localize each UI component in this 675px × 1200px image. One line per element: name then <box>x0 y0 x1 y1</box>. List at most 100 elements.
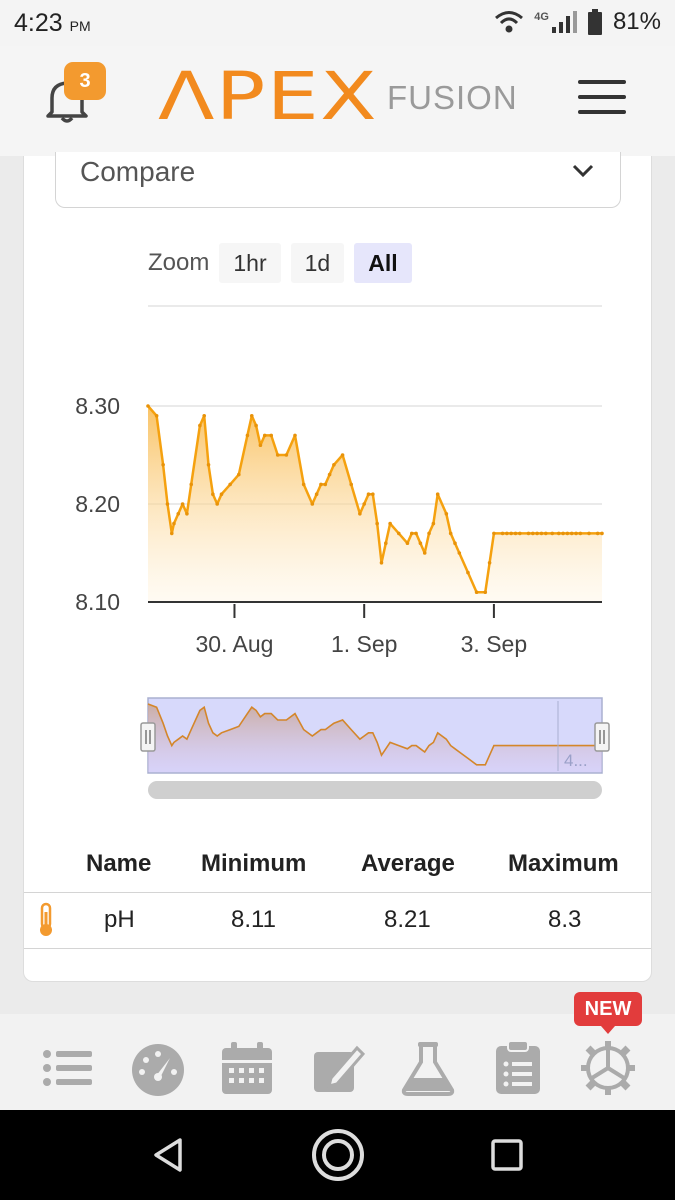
home-icon[interactable] <box>310 1127 366 1183</box>
divider <box>24 892 651 893</box>
data-point <box>509 531 513 536</box>
recents-icon[interactable] <box>489 1130 525 1180</box>
data-point <box>319 482 323 487</box>
data-point <box>161 463 165 467</box>
notification-badge[interactable]: 3 <box>64 62 106 100</box>
signal-icon <box>551 11 577 33</box>
data-point <box>384 541 388 545</box>
data-point <box>215 502 219 506</box>
back-icon[interactable] <box>150 1130 186 1180</box>
data-point <box>154 414 159 418</box>
network-type: 4G <box>534 11 549 23</box>
navigator-left-handle[interactable] <box>140 722 156 752</box>
data-point <box>431 521 436 526</box>
data-point <box>379 561 384 565</box>
data-point <box>427 531 431 536</box>
data-point <box>453 541 457 545</box>
calendar-icon[interactable] <box>219 1040 275 1096</box>
data-point <box>237 472 241 477</box>
data-point <box>169 531 174 536</box>
data-point <box>600 531 604 536</box>
header-maximum: Maximum <box>508 850 619 877</box>
data-point <box>327 472 332 477</box>
compare-dropdown[interactable]: Compare <box>55 152 621 208</box>
data-point <box>332 463 336 467</box>
data-point <box>492 531 496 536</box>
data-point <box>258 443 263 448</box>
compare-label: Compare <box>80 156 196 187</box>
data-point <box>422 551 427 555</box>
ph-area <box>148 406 602 602</box>
data-point <box>146 404 150 408</box>
battery-icon <box>587 9 602 35</box>
y-tick-label: 8.20 <box>75 491 120 517</box>
new-badge: NEW <box>574 992 642 1034</box>
data-point <box>189 482 194 487</box>
zoom-1d-button[interactable]: 1d <box>290 243 345 283</box>
x-tick-label: 1. Sep <box>331 631 398 657</box>
data-point <box>569 531 574 536</box>
data-point <box>444 512 449 516</box>
data-point <box>323 482 328 487</box>
data-point <box>314 492 319 497</box>
header-minimum: Minimum <box>201 850 307 877</box>
menu-icon[interactable] <box>578 80 626 118</box>
clipboard-icon[interactable] <box>490 1040 546 1096</box>
dashboard-gauge-icon[interactable] <box>130 1040 186 1096</box>
app-header <box>0 46 675 156</box>
navigator-scrollbar[interactable] <box>148 781 602 799</box>
data-point <box>366 492 371 497</box>
lab-flask-icon[interactable] <box>400 1040 456 1096</box>
row-minimum: 8.11 <box>231 906 276 933</box>
zoom-controls: Zoom 1hr 1d All <box>148 242 412 284</box>
data-point <box>543 531 548 536</box>
settings-gear-icon[interactable] <box>580 1040 636 1096</box>
data-point <box>362 502 366 506</box>
data-point <box>293 433 297 438</box>
data-point <box>211 492 215 497</box>
logo-main: ΛPEX <box>158 58 378 135</box>
data-point <box>165 502 170 506</box>
zoom-1hr-button[interactable]: 1hr <box>219 243 281 283</box>
battery-level: 81% <box>612 8 661 35</box>
data-point <box>172 521 176 526</box>
data-point <box>388 521 392 526</box>
ph-chart: 8.30 8.20 8.10 30. Aug 1. Sep 3. Sep 4... <box>75 305 610 799</box>
data-point <box>457 551 462 555</box>
status-bar: 4:23 PM 4G 81% <box>0 0 675 46</box>
navigator-right-handle[interactable] <box>594 722 610 752</box>
data-point <box>556 531 561 536</box>
data-point <box>396 531 401 536</box>
data-point <box>535 531 539 536</box>
graph-card: Compare Zoom 1hr 1d All 8.30 8.20 8.10 30. <box>23 152 652 982</box>
edit-note-icon[interactable] <box>311 1040 367 1096</box>
data-point <box>269 433 274 438</box>
data-point <box>405 541 410 545</box>
y-tick-label: 8.30 <box>75 393 120 419</box>
list-icon[interactable] <box>40 1040 96 1096</box>
data-point <box>574 531 578 536</box>
data-point <box>219 492 224 497</box>
data-point <box>301 482 306 487</box>
status-icons: 4G 81% <box>494 8 661 36</box>
data-point <box>531 531 535 536</box>
zoom-label: Zoom <box>148 249 210 276</box>
clock: 4:23 PM <box>14 9 91 37</box>
zoom-all-button[interactable]: All <box>354 243 412 283</box>
data-point <box>262 433 267 438</box>
data-point <box>310 502 315 506</box>
data-point <box>284 453 289 457</box>
data-point <box>180 502 185 506</box>
data-point <box>206 463 211 467</box>
divider <box>24 948 651 949</box>
header-average: Average <box>361 850 455 877</box>
ph-line <box>147 405 602 594</box>
data-point <box>228 482 232 487</box>
x-tick-label: 3. Sep <box>461 631 528 657</box>
data-point <box>487 561 492 565</box>
data-point <box>565 531 570 536</box>
data-point <box>513 531 518 536</box>
data-point <box>340 453 345 457</box>
data-point <box>375 521 379 526</box>
data-point <box>483 590 488 594</box>
